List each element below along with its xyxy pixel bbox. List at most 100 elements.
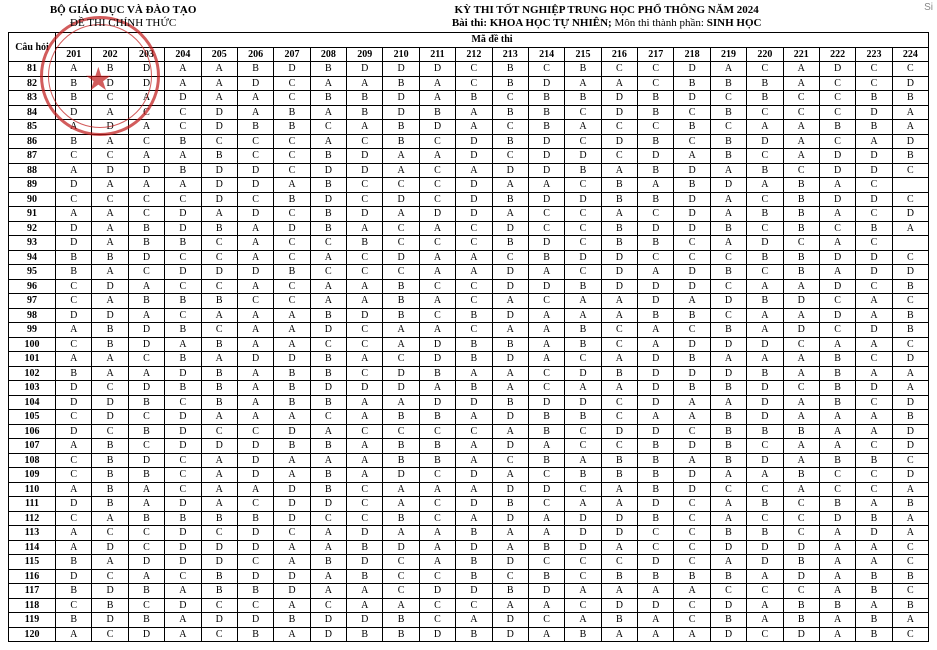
cell-answer: A [419,265,455,280]
cell-answer: A [892,366,928,381]
cell-answer: A [492,424,528,439]
cell-answer: A [783,482,819,497]
cell-answer: A [819,410,855,425]
cell-answer: C [165,105,201,120]
cell-answer: B [165,381,201,396]
cell-answer: B [92,598,128,613]
table-row: 87CCAABCCBDAADCDDCDABCADDB [9,149,929,164]
cell-answer: A [347,294,383,309]
cell-question: 116 [9,569,56,584]
cell-answer: B [383,627,419,642]
cell-answer: D [492,511,528,526]
cell-answer: B [638,439,674,454]
cell-question: 83 [9,91,56,106]
cell-question: 113 [9,526,56,541]
cell-answer: C [456,323,492,338]
cell-answer: D [456,178,492,193]
header-ministry: BỘ GIÁO DỤC VÀ ĐÀO TẠO [8,4,238,17]
cell-answer: B [128,511,164,526]
table-row: 107ABCDDDBBABBADACCBDBCAACD [9,439,929,454]
cell-answer: C [747,511,783,526]
cell-answer: D [783,323,819,338]
cell-answer: C [274,163,310,178]
cell-answer: A [528,178,564,193]
cell-answer: C [674,613,710,628]
cell-answer: A [638,627,674,642]
cell-answer: D [638,555,674,570]
cell-answer: B [747,294,783,309]
cell-answer: B [638,105,674,120]
cell-answer: A [56,482,92,497]
cell-answer: B [783,250,819,265]
cell-answer: D [856,105,892,120]
cell-answer: D [237,453,273,468]
cell-answer: A [56,62,92,77]
cell-answer: D [819,511,855,526]
cell-answer: A [237,381,273,396]
cell-answer: B [856,627,892,642]
col-code: 221 [783,47,819,62]
cell-answer: C [165,250,201,265]
cell-answer: C [856,207,892,222]
cell-answer: B [310,308,346,323]
cell-answer: D [237,540,273,555]
cell-answer: A [347,410,383,425]
cell-answer: D [892,439,928,454]
cell-answer: B [819,381,855,396]
cell-answer: C [601,555,637,570]
cell-answer: D [310,323,346,338]
cell-answer: A [347,120,383,135]
cell-answer: C [128,192,164,207]
cell-answer: A [819,439,855,454]
page-corner-mark: Si [924,2,933,13]
cell-answer: B [674,352,710,367]
col-code: 206 [237,47,273,62]
cell-answer: B [310,468,346,483]
cell-answer: B [419,366,455,381]
cell-answer: C [819,105,855,120]
cell-answer: B [638,569,674,584]
cell-answer: D [165,540,201,555]
cell-answer: C [237,192,273,207]
cell-answer: B [565,323,601,338]
cell-answer: B [310,221,346,236]
cell-answer: B [638,134,674,149]
cell-answer: D [92,613,128,628]
cell-answer: B [492,584,528,599]
cell-answer: A [565,76,601,91]
cell-answer: D [383,105,419,120]
cell-answer: B [528,250,564,265]
cell-answer: A [201,468,237,483]
cell-answer: D [237,439,273,454]
cell-answer: A [892,482,928,497]
cell-answer: A [783,410,819,425]
cell-answer: A [347,468,383,483]
cell-answer: A [128,178,164,193]
cell-answer: A [819,207,855,222]
cell-answer: B [310,207,346,222]
cell-answer: C [892,555,928,570]
cell-answer: A [528,352,564,367]
cell-answer: D [638,497,674,512]
cell-answer: D [56,569,92,584]
table-row: 113ACCDCDCADAABAADDCCBBCADA [9,526,929,541]
cell-answer: D [92,76,128,91]
cell-answer: D [56,497,92,512]
cell-answer: B [783,192,819,207]
cell-answer: D [856,163,892,178]
cell-answer: D [237,207,273,222]
cell-answer: D [56,395,92,410]
cell-answer: A [783,134,819,149]
cell-answer: C [565,236,601,251]
cell-answer: B [237,584,273,599]
cell-answer: C [383,569,419,584]
cell-question: 87 [9,149,56,164]
cell-answer: A [565,120,601,135]
cell-answer: B [892,91,928,106]
cell-answer: D [856,265,892,280]
cell-answer: B [565,337,601,352]
cell-answer: C [892,294,928,309]
cell-answer: C [674,555,710,570]
cell-answer: A [492,207,528,222]
cell-answer: C [819,76,855,91]
